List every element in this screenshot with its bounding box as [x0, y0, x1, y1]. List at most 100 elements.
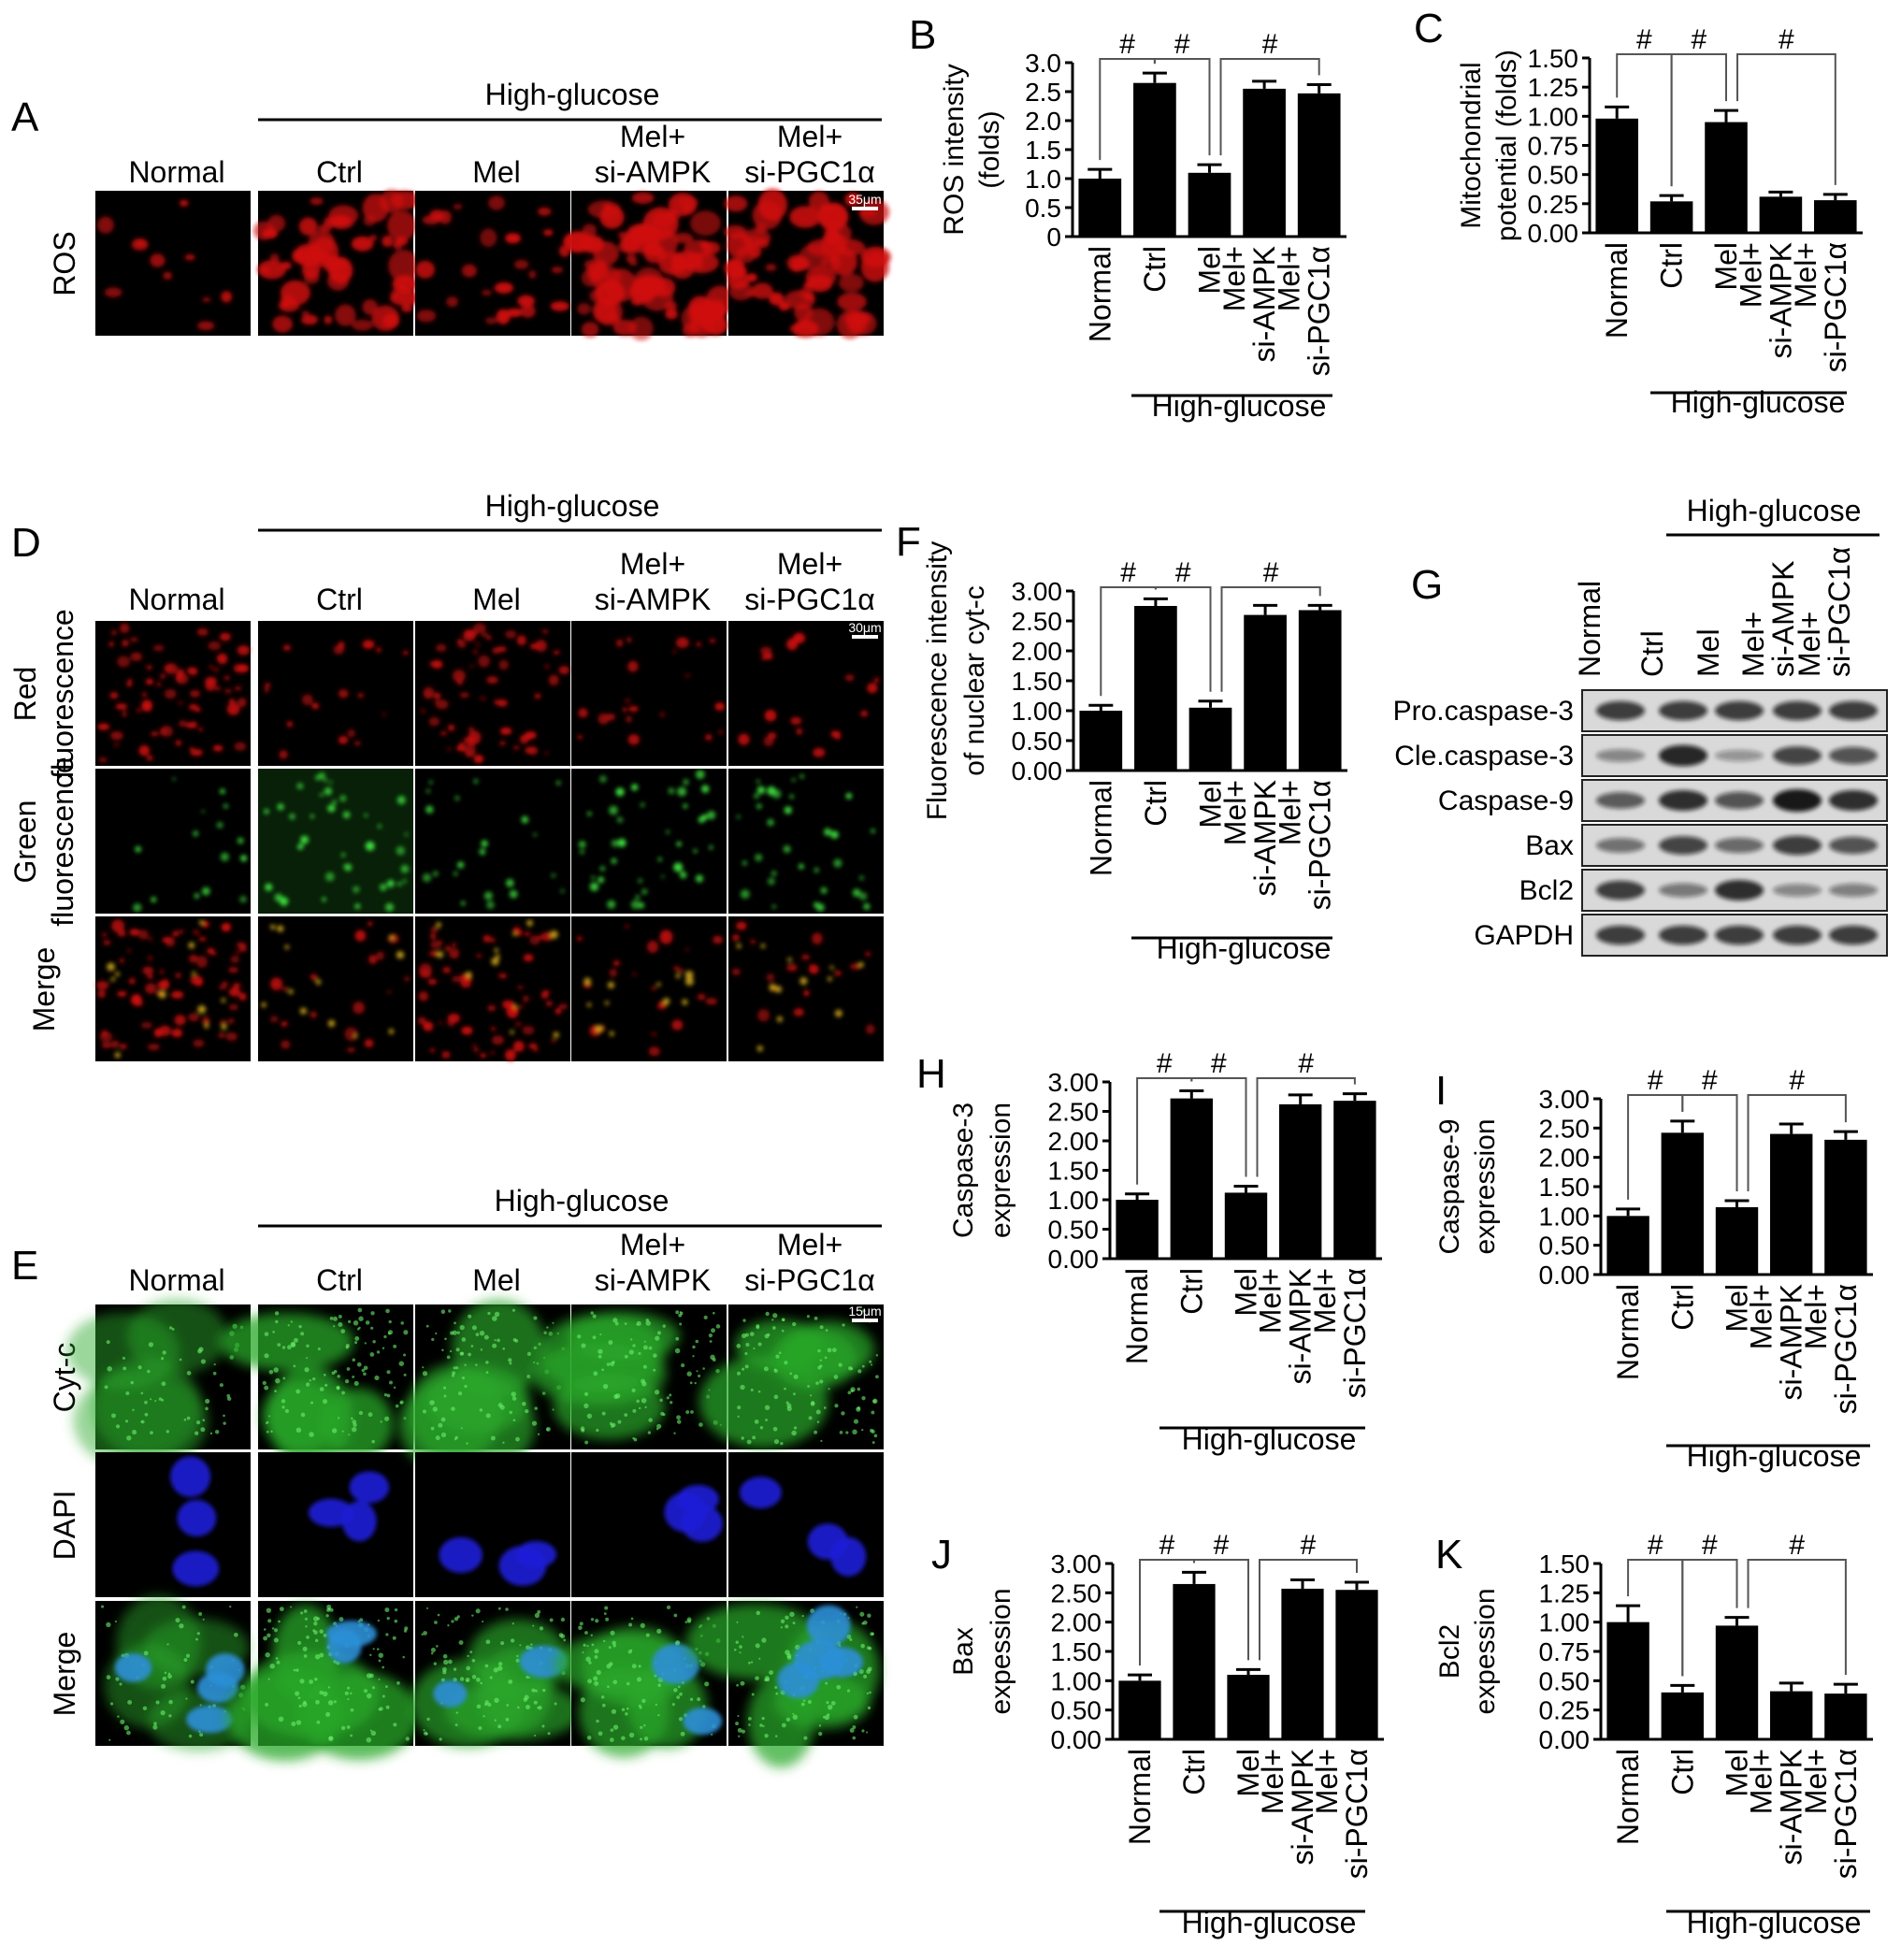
- blot-bands: [1596, 835, 1878, 856]
- stain-spot: [443, 1659, 449, 1665]
- stain-spot: [443, 1394, 447, 1398]
- y-axis-label: ROS intensity: [939, 64, 970, 235]
- stain-spot: [502, 1347, 506, 1350]
- band-label: GAPDH: [1474, 920, 1574, 951]
- stain-spot: [179, 720, 187, 728]
- nucleus: [341, 1501, 377, 1542]
- stain-spot: [624, 1413, 628, 1417]
- stain-spot: [862, 1620, 868, 1625]
- category-label: Ctrl: [1138, 246, 1172, 293]
- stain-spot: [201, 810, 205, 814]
- stain-spot: [498, 659, 509, 670]
- stain-spot: [441, 1051, 451, 1059]
- stain-spot: [323, 1691, 328, 1697]
- stain-spot: [599, 866, 606, 872]
- stain-spot: [476, 1704, 482, 1709]
- stain-spot: [142, 966, 154, 975]
- stain-spot: [305, 1382, 310, 1387]
- stain-spot: [481, 289, 493, 296]
- stain-spot: [129, 929, 140, 936]
- stain-spot: [552, 1321, 554, 1324]
- stain-spot: [164, 1671, 167, 1675]
- column-header: Mel: [472, 155, 521, 189]
- category-label: Normal: [1611, 1749, 1645, 1845]
- stain-spot: [351, 236, 374, 252]
- stain-spot: [793, 1426, 798, 1430]
- stain-spot: [236, 664, 250, 673]
- category-label: si-AMPK: [1248, 780, 1282, 896]
- stain-spot: [436, 643, 447, 653]
- blot-bands: [1596, 700, 1878, 721]
- stain-spot: [213, 1362, 216, 1366]
- stain-spot: [438, 1422, 443, 1428]
- stain-spot: [198, 936, 207, 942]
- category-label: Mel+: [1308, 1268, 1342, 1333]
- stain-spot: [485, 317, 497, 324]
- stain-spot: [754, 1419, 759, 1424]
- stain-spot: [751, 282, 773, 299]
- scale-bar-label: 30μm: [848, 620, 881, 635]
- stain-spot: [786, 1403, 792, 1408]
- stain-spot: [633, 267, 664, 296]
- stain-spot: [736, 1344, 742, 1348]
- stain-spot: [281, 986, 289, 992]
- stain-spot: [600, 1695, 605, 1699]
- stain-spot: [200, 1359, 207, 1364]
- stain-spot: [830, 830, 839, 839]
- stain-spot: [160, 673, 166, 680]
- stain-spot: [193, 930, 200, 935]
- stain-spot: [542, 229, 554, 236]
- stain-spot: [120, 623, 130, 634]
- stain-spot: [638, 1351, 641, 1355]
- stain-spot: [293, 1668, 296, 1672]
- stain-spot: [456, 1615, 460, 1619]
- nucleus: [196, 1672, 239, 1704]
- stain-spot: [390, 191, 421, 209]
- stain-signal: [422, 1308, 566, 1445]
- category-label: Normal: [1611, 1284, 1645, 1380]
- stain-spot: [611, 839, 619, 847]
- stain-spot: [812, 932, 823, 944]
- stain-spot: [671, 1703, 675, 1707]
- stain-spot: [873, 1434, 878, 1438]
- stain-spot: [541, 990, 550, 995]
- stain-spot: [737, 1715, 740, 1718]
- stain-spot: [684, 1621, 688, 1623]
- stain-spot: [675, 1336, 680, 1341]
- stain-spot: [189, 746, 195, 752]
- stain-spot: [471, 1044, 477, 1047]
- stain-spot: [480, 697, 486, 700]
- stain-spot: [429, 1400, 435, 1405]
- stain-spot: [338, 1322, 343, 1328]
- stain-spot: [581, 1428, 585, 1433]
- stain-spot: [697, 993, 706, 1001]
- stain-spot: [141, 699, 153, 712]
- stain-spot: [506, 1704, 510, 1707]
- stain-spot: [526, 1375, 531, 1378]
- stain-spot: [403, 1373, 407, 1376]
- stain-spot: [579, 849, 584, 855]
- stain-spot: [336, 1385, 340, 1390]
- stain-spot: [469, 665, 475, 668]
- stain-spot: [107, 962, 115, 972]
- y-tick-label: 1.00: [1012, 697, 1063, 726]
- stain-spot: [267, 1619, 272, 1623]
- stain-spot: [491, 957, 499, 966]
- stain-spot: [119, 958, 125, 963]
- stain-spot: [648, 1418, 653, 1422]
- stain-spot: [364, 1342, 367, 1345]
- stain-spot: [659, 713, 665, 717]
- stain-spot: [178, 700, 184, 705]
- stain-spot: [322, 1399, 328, 1405]
- stain-spot: [382, 1665, 384, 1669]
- stain-spot: [662, 1413, 666, 1417]
- stain-signal: [97, 623, 251, 763]
- row-label: fluorescence: [46, 609, 79, 778]
- stain-spot: [651, 1031, 657, 1037]
- stain-spot: [537, 1707, 540, 1709]
- stain-spot: [311, 702, 320, 710]
- stain-spot: [319, 1652, 324, 1658]
- stain-spot: [140, 1420, 145, 1424]
- stain-spot: [548, 674, 559, 686]
- bar: [1649, 201, 1693, 233]
